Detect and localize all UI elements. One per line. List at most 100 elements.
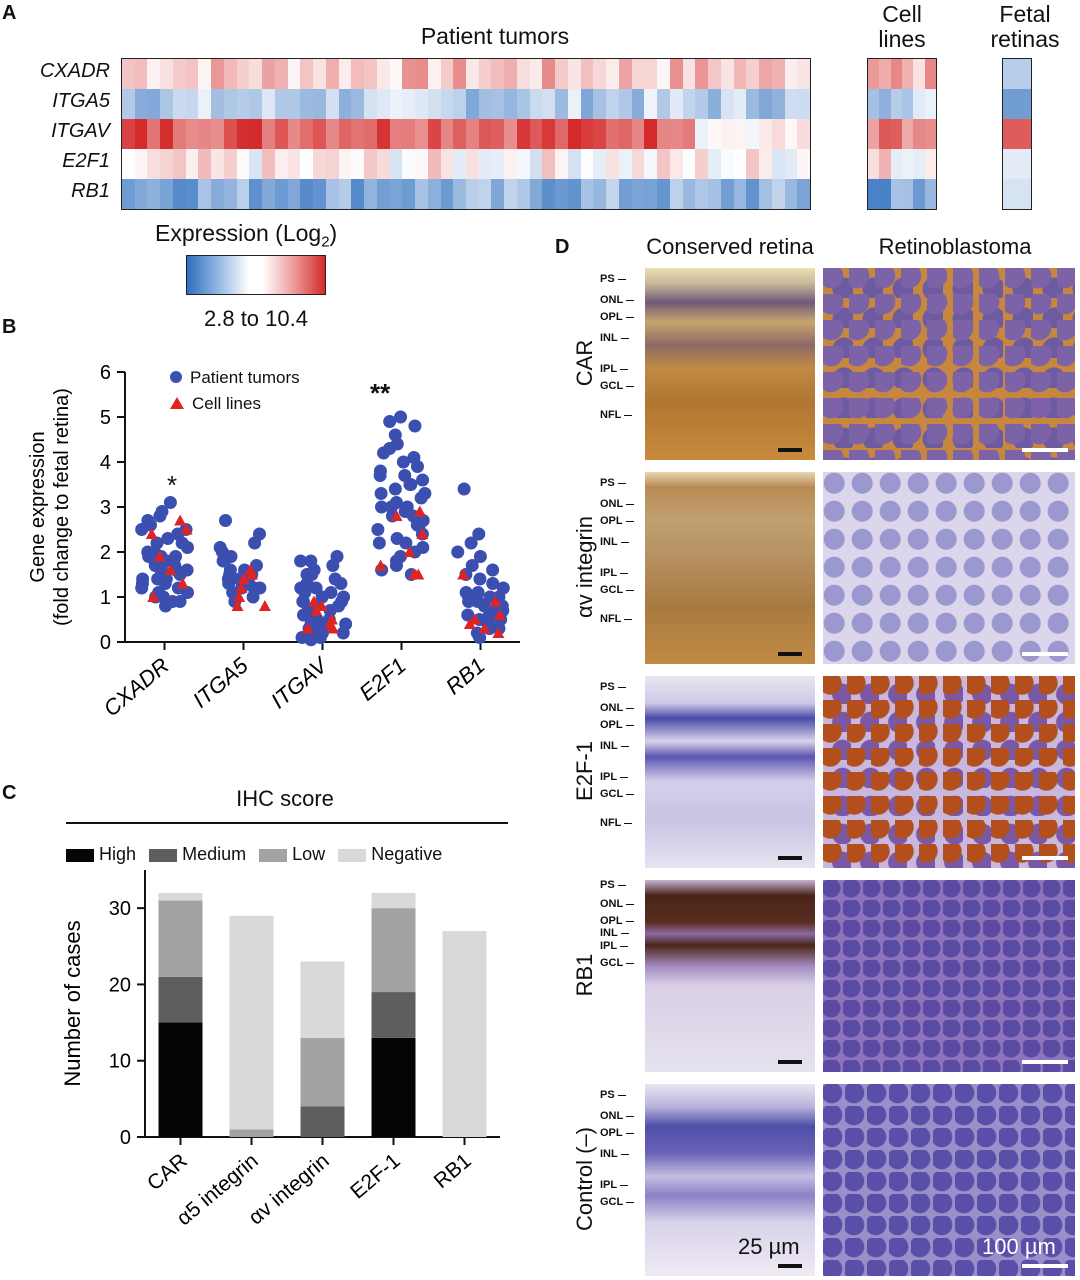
- tumor-point: [389, 559, 403, 572]
- bar-segment-low: [371, 908, 416, 993]
- heatmap-cell: [491, 59, 505, 89]
- row-label-4: Control (–): [572, 1127, 597, 1231]
- legend-low-swatch: [259, 848, 288, 862]
- tumor-point: [457, 482, 471, 496]
- heatmap-cell: [542, 149, 556, 179]
- heatmap-cell: [134, 149, 148, 179]
- tumor-point: [486, 563, 500, 577]
- tumor-point: [398, 469, 412, 482]
- heatmap-cell: [160, 119, 173, 149]
- cell-line-point: [403, 546, 416, 557]
- heatmap-cell: [427, 179, 441, 209]
- heatmap-cell: [504, 119, 517, 149]
- heatmap-cell: [759, 149, 772, 179]
- tumor-point: [451, 545, 465, 559]
- bar-segment-low: [229, 1129, 274, 1137]
- heatmap-cell: [720, 149, 734, 179]
- heatmap-cell: [771, 149, 785, 179]
- bar-segment-negative: [442, 931, 487, 1137]
- heatmap-cell: [555, 89, 568, 119]
- layer-label: IPL: [600, 1178, 629, 1191]
- heatmap-cell: [746, 89, 760, 119]
- legend-low-label: Low: [292, 844, 326, 864]
- heatmap-cell: [657, 59, 670, 89]
- layer-label: IPL: [600, 770, 629, 783]
- heatmap-cell: [287, 59, 301, 89]
- heatmap-cell: [249, 119, 263, 149]
- heatmap-cell: [313, 179, 326, 209]
- heatmap-cell: [351, 119, 365, 149]
- heatmap-cell: [504, 179, 517, 209]
- tumor-point: [374, 500, 388, 514]
- cell-line-point: [307, 595, 320, 607]
- y-tick-label: 10: [109, 1051, 131, 1073]
- heatmap-cell: [797, 119, 810, 149]
- bar-segment-low: [300, 1037, 345, 1107]
- heatmap-cell: [1003, 179, 1031, 209]
- heatmap-cell: [771, 89, 785, 119]
- x-tick-label: RB1: [441, 653, 490, 700]
- tumor-point: [473, 631, 487, 644]
- heatmap-cell: [504, 59, 517, 89]
- heatmap-cell: [223, 89, 237, 119]
- heatmap-cell: [657, 179, 670, 209]
- heatmap-cell: [924, 89, 936, 119]
- layer-label: PS: [600, 476, 626, 489]
- heatmap-cell: [313, 119, 326, 149]
- heatmap-cell: [236, 149, 250, 179]
- scale-bar: [1022, 1060, 1068, 1064]
- heatmap-cell: [901, 149, 914, 179]
- heatmap-cell: [147, 149, 161, 179]
- legend-tumor-label: Patient tumors: [190, 368, 300, 387]
- heatmap-cell: [913, 59, 925, 89]
- heatmap-cell: [147, 59, 161, 89]
- heatmap-cell: [746, 59, 760, 89]
- y-tick-label: 2: [100, 542, 111, 564]
- heatmap-cell: [376, 149, 390, 179]
- cell-line-point: [147, 591, 160, 602]
- heatmap-cell: [682, 149, 696, 179]
- layer-label: INL: [600, 926, 629, 939]
- heatmap-cell: [890, 119, 902, 149]
- bar-segment-high: [371, 1037, 416, 1137]
- y-tick-label: 0: [100, 632, 111, 654]
- heatmap-cell: [478, 89, 492, 119]
- cell-line-point: [310, 604, 323, 616]
- scale-bar: [778, 1264, 802, 1268]
- heatmap-cell: [338, 59, 352, 89]
- heatmap-cell: [682, 179, 696, 209]
- heatmap-cell: [274, 119, 288, 149]
- heatmap-cell: [669, 59, 683, 89]
- bar-segment-low: [158, 900, 203, 977]
- heatmap-cell: [567, 149, 581, 179]
- layer-label: ONL: [600, 1109, 635, 1122]
- tumor-point: [180, 563, 194, 577]
- heatmap-cell: [618, 89, 632, 119]
- scale-bar: [1022, 1264, 1068, 1268]
- heatmap-cell: [466, 119, 479, 149]
- heatmap-cell: [720, 179, 734, 209]
- heatmap-cell-lines: [867, 58, 937, 210]
- tumor-point: [296, 595, 310, 608]
- tumor-point: [181, 586, 195, 599]
- tumor-point: [312, 626, 326, 640]
- heatmap-cell: [313, 89, 326, 119]
- heatmap-cell: [733, 119, 747, 149]
- cell-line-point: [176, 577, 189, 589]
- heatmap-cell: [338, 89, 352, 119]
- heatmap-cell: [868, 59, 880, 89]
- heatmap-cell: [733, 89, 747, 119]
- heatmap-cell: [542, 59, 556, 89]
- heatmap-cell: [415, 89, 428, 119]
- heatmap-cell: [868, 89, 880, 119]
- tumor-point: [150, 536, 164, 550]
- tumor-point: [161, 532, 175, 545]
- heatmap-cell: [695, 179, 709, 209]
- heatmap-cell: [555, 59, 568, 89]
- tumor-point: [135, 581, 149, 595]
- scale-bar: [1022, 856, 1068, 860]
- heatmap-cell: [389, 119, 403, 149]
- heatmap-cell: [453, 149, 466, 179]
- heatmap-cell: [542, 179, 556, 209]
- heatmap-cell: [669, 119, 683, 149]
